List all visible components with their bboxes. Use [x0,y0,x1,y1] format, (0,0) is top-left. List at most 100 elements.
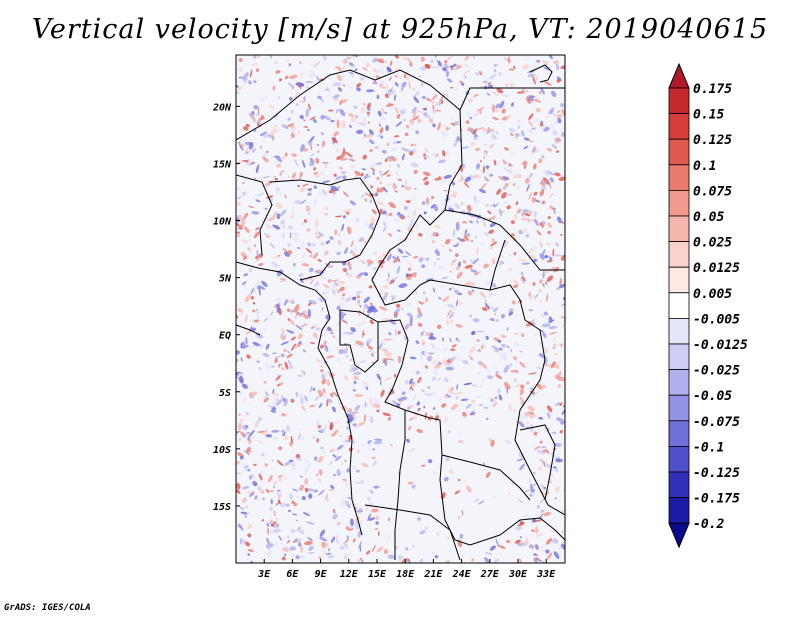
field-speckle [406,302,412,306]
lon-tick-label: 33E [536,569,556,580]
field-speckle [536,504,540,509]
field-speckle [462,411,467,417]
field-speckle [466,485,472,493]
field-speckle [490,203,494,208]
field-speckle [338,185,341,189]
field-speckle [292,208,295,217]
field-speckle [482,127,487,133]
field-speckle [538,289,542,292]
field-speckle [262,156,269,163]
field-speckle [453,63,457,66]
field-speckle [345,152,353,158]
field-speckle [260,97,265,102]
field-speckle [407,215,410,218]
field-speckle [546,538,552,545]
field-speckle [322,425,328,432]
field-speckle [285,503,290,507]
field-speckle [424,393,433,396]
field-speckle [274,358,278,364]
field-speckle [528,291,531,297]
field-speckle [520,130,525,137]
field-speckle [457,237,464,242]
field-speckle [245,149,250,153]
field-speckle [342,267,348,272]
field-speckle [432,287,436,293]
field-speckle [518,521,525,527]
field-speckle [376,546,384,553]
field-speckle [515,526,523,531]
field-speckle [541,323,551,328]
field-speckle [527,405,535,412]
field-speckle [548,242,557,245]
field-speckle [486,417,489,421]
field-speckle [473,195,477,202]
field-speckle [404,250,411,256]
field-speckle [411,106,417,114]
field-speckle [498,176,507,182]
field-speckle [323,290,329,296]
field-speckle [452,259,456,263]
field-speckle [526,139,535,143]
colorbar-label: -0.025 [693,364,740,379]
field-speckle [281,556,286,561]
field-speckle [333,473,336,477]
field-speckle [538,91,542,94]
field-speckle [362,67,368,71]
field-speckle [384,111,388,114]
field-speckle [441,201,450,205]
field-speckle [236,315,239,319]
field-speckle [266,187,269,189]
field-speckle [316,420,319,429]
field-speckle [489,317,496,322]
field-speckle [443,174,452,179]
field-speckle [290,398,295,403]
field-speckle [425,526,428,530]
field-speckle [416,401,421,406]
field-speckle [510,348,513,353]
field-speckle [314,340,323,344]
field-speckle [532,163,537,170]
field-speckle [447,387,453,394]
field-speckle [294,158,299,167]
field-speckle [290,214,295,219]
field-speckle [339,434,343,438]
field-speckle [450,307,458,312]
field-speckle [320,87,323,90]
field-speckle [553,551,560,559]
field-speckle [295,519,298,522]
field-speckle [237,196,242,200]
field-speckle [504,147,509,151]
field-speckle [287,175,290,178]
field-speckle [467,204,472,212]
field-speckle [541,200,546,205]
field-speckle [445,318,449,326]
field-speckle [518,229,523,235]
field-speckle [237,422,242,431]
field-speckle [511,102,514,107]
field-speckle [342,215,346,219]
field-speckle [342,293,346,297]
field-speckle [520,88,525,95]
field-speckle [263,317,269,322]
field-speckle [552,338,556,342]
field-speckle [548,193,554,199]
field-speckle [329,422,334,431]
lat-tick-label: EQ [219,331,231,342]
field-speckle [421,341,426,346]
field-speckle [329,461,333,466]
field-speckle [405,72,409,81]
colorbar-swatch [668,113,690,140]
field-speckle [360,172,364,177]
field-speckle [548,107,555,115]
field-speckle [321,361,325,365]
field-speckle [355,275,361,279]
field-speckle [458,440,464,444]
field-speckle [560,343,563,348]
field-speckle [416,377,422,384]
field-speckle [248,268,253,273]
field-speckle [500,334,507,339]
field-speckle [505,440,512,444]
field-speckle [499,100,505,109]
field-speckle [306,227,311,232]
field-speckle [341,120,346,129]
